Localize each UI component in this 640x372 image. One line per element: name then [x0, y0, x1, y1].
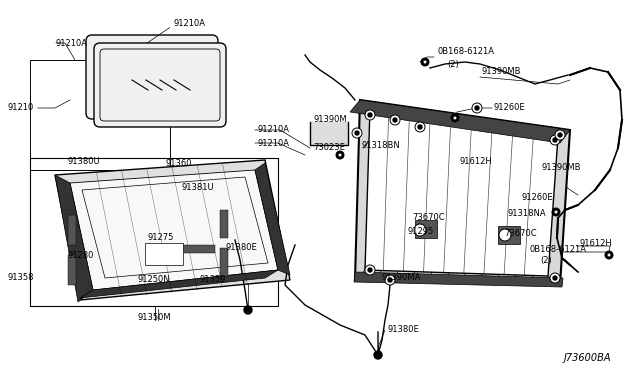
Circle shape: [555, 130, 565, 140]
Circle shape: [368, 268, 372, 272]
Text: 91381U: 91381U: [182, 183, 214, 192]
Text: 91380E: 91380E: [388, 326, 420, 334]
Circle shape: [393, 118, 397, 122]
Polygon shape: [55, 175, 93, 302]
Text: 0B168-6121A: 0B168-6121A: [530, 244, 587, 253]
Polygon shape: [70, 170, 278, 290]
Text: 91350M: 91350M: [138, 312, 172, 321]
Polygon shape: [310, 122, 348, 145]
Text: 91210A: 91210A: [258, 138, 290, 148]
Circle shape: [553, 276, 557, 280]
Text: 73670C: 73670C: [504, 230, 536, 238]
Circle shape: [355, 131, 359, 135]
Text: 91318NA: 91318NA: [508, 208, 547, 218]
Circle shape: [558, 133, 562, 137]
Circle shape: [552, 208, 560, 216]
Text: 91280: 91280: [68, 250, 94, 260]
Circle shape: [499, 229, 511, 241]
FancyBboxPatch shape: [94, 43, 226, 127]
Text: 73670C: 73670C: [412, 214, 445, 222]
Text: (2): (2): [447, 60, 459, 68]
Text: 91380E: 91380E: [226, 244, 258, 253]
Circle shape: [365, 265, 375, 275]
Circle shape: [453, 116, 457, 120]
Circle shape: [390, 115, 400, 125]
Text: 91390MB: 91390MB: [542, 163, 582, 171]
Text: (2): (2): [540, 257, 552, 266]
Text: 91295: 91295: [408, 228, 435, 237]
Bar: [68, 215, 76, 245]
Text: J73600BA: J73600BA: [564, 353, 611, 363]
Text: 91275: 91275: [148, 234, 174, 243]
Bar: [145, 243, 183, 265]
Circle shape: [336, 151, 344, 159]
Bar: [68, 255, 76, 285]
Text: 91210A: 91210A: [56, 38, 88, 48]
Polygon shape: [354, 272, 563, 287]
Text: 91318BN: 91318BN: [362, 141, 401, 150]
Circle shape: [414, 224, 426, 236]
Bar: [30, 60, 170, 170]
Polygon shape: [55, 160, 290, 300]
Circle shape: [365, 110, 375, 120]
Polygon shape: [365, 108, 558, 276]
Text: 91359: 91359: [200, 276, 227, 285]
Polygon shape: [255, 163, 290, 275]
Circle shape: [338, 153, 342, 157]
Circle shape: [451, 114, 459, 122]
Bar: [30, 158, 278, 306]
Circle shape: [550, 135, 560, 145]
Text: 91612H: 91612H: [580, 240, 612, 248]
Text: 91380U: 91380U: [68, 157, 100, 167]
Text: 91250N: 91250N: [138, 276, 171, 285]
Circle shape: [421, 58, 429, 66]
Polygon shape: [80, 270, 278, 298]
Circle shape: [418, 125, 422, 129]
Bar: [175, 245, 215, 253]
Circle shape: [605, 251, 613, 259]
Text: 91260E: 91260E: [522, 193, 554, 202]
Bar: [415, 220, 437, 238]
Text: 91390M: 91390M: [313, 115, 347, 125]
Text: 91612H: 91612H: [460, 157, 493, 167]
Circle shape: [368, 113, 372, 117]
Circle shape: [553, 138, 557, 142]
Bar: [220, 210, 228, 238]
Circle shape: [385, 275, 395, 285]
FancyBboxPatch shape: [86, 35, 218, 119]
Polygon shape: [350, 100, 570, 143]
Circle shape: [472, 103, 482, 113]
Circle shape: [554, 210, 558, 214]
Text: 91260E: 91260E: [494, 103, 525, 112]
Circle shape: [244, 306, 252, 314]
Bar: [498, 226, 520, 244]
Circle shape: [475, 106, 479, 110]
Circle shape: [374, 351, 382, 359]
Polygon shape: [355, 100, 570, 285]
Text: 91210: 91210: [8, 103, 35, 112]
Text: 0B168-6121A: 0B168-6121A: [437, 48, 494, 57]
Circle shape: [352, 128, 362, 138]
Bar: [220, 248, 228, 276]
Text: 91210A: 91210A: [174, 19, 206, 29]
Text: 91390MB: 91390MB: [482, 67, 522, 77]
Circle shape: [388, 278, 392, 282]
Circle shape: [550, 273, 560, 283]
Text: 91210A: 91210A: [258, 125, 290, 135]
Text: 91360: 91360: [165, 160, 191, 169]
Text: 73023E: 73023E: [313, 144, 345, 153]
Circle shape: [423, 60, 427, 64]
Text: 91390MA: 91390MA: [382, 273, 421, 282]
Circle shape: [415, 122, 425, 132]
Circle shape: [607, 253, 611, 257]
Text: 91358: 91358: [8, 273, 35, 282]
